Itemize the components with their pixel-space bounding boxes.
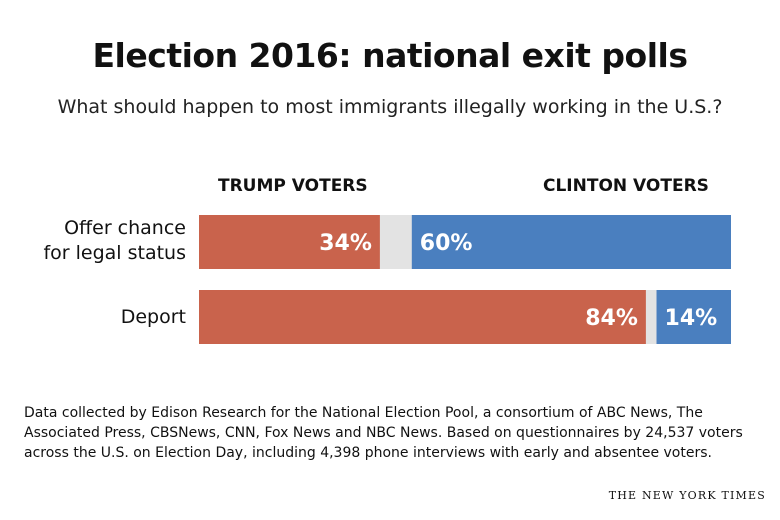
bar-label-clinton-0: 60% — [420, 231, 473, 256]
chart-title: Election 2016: national exit polls — [92, 36, 688, 75]
row-label-deport: Deport — [0, 305, 186, 330]
bar-trump-0 — [199, 215, 380, 269]
bar-clinton-1 — [656, 290, 731, 344]
source-note: Data collected by Edison Research for th… — [24, 405, 743, 461]
bar-label-clinton-1: 14% — [665, 306, 718, 331]
trump-voters-header: TRUMP VOTERS — [218, 176, 368, 196]
row-label-legal-status: Offer chance for legal status — [0, 216, 186, 266]
row-label-legal-status-line1: Offer chance — [64, 217, 186, 239]
nyt-credit: THE NEW YORK TIMES — [608, 489, 766, 502]
bar-clinton-0 — [411, 215, 731, 269]
bar-label-trump-1: 84% — [585, 306, 638, 331]
bar-trump-1 — [199, 290, 646, 344]
row-label-deport-line1: Deport — [120, 306, 186, 328]
chart-subtitle: What should happen to most immigrants il… — [57, 96, 723, 118]
row-label-legal-status-line2: for legal status — [43, 242, 186, 264]
bar-label-trump-0: 34% — [319, 231, 372, 256]
clinton-voters-header: CLINTON VOTERS — [543, 176, 709, 196]
